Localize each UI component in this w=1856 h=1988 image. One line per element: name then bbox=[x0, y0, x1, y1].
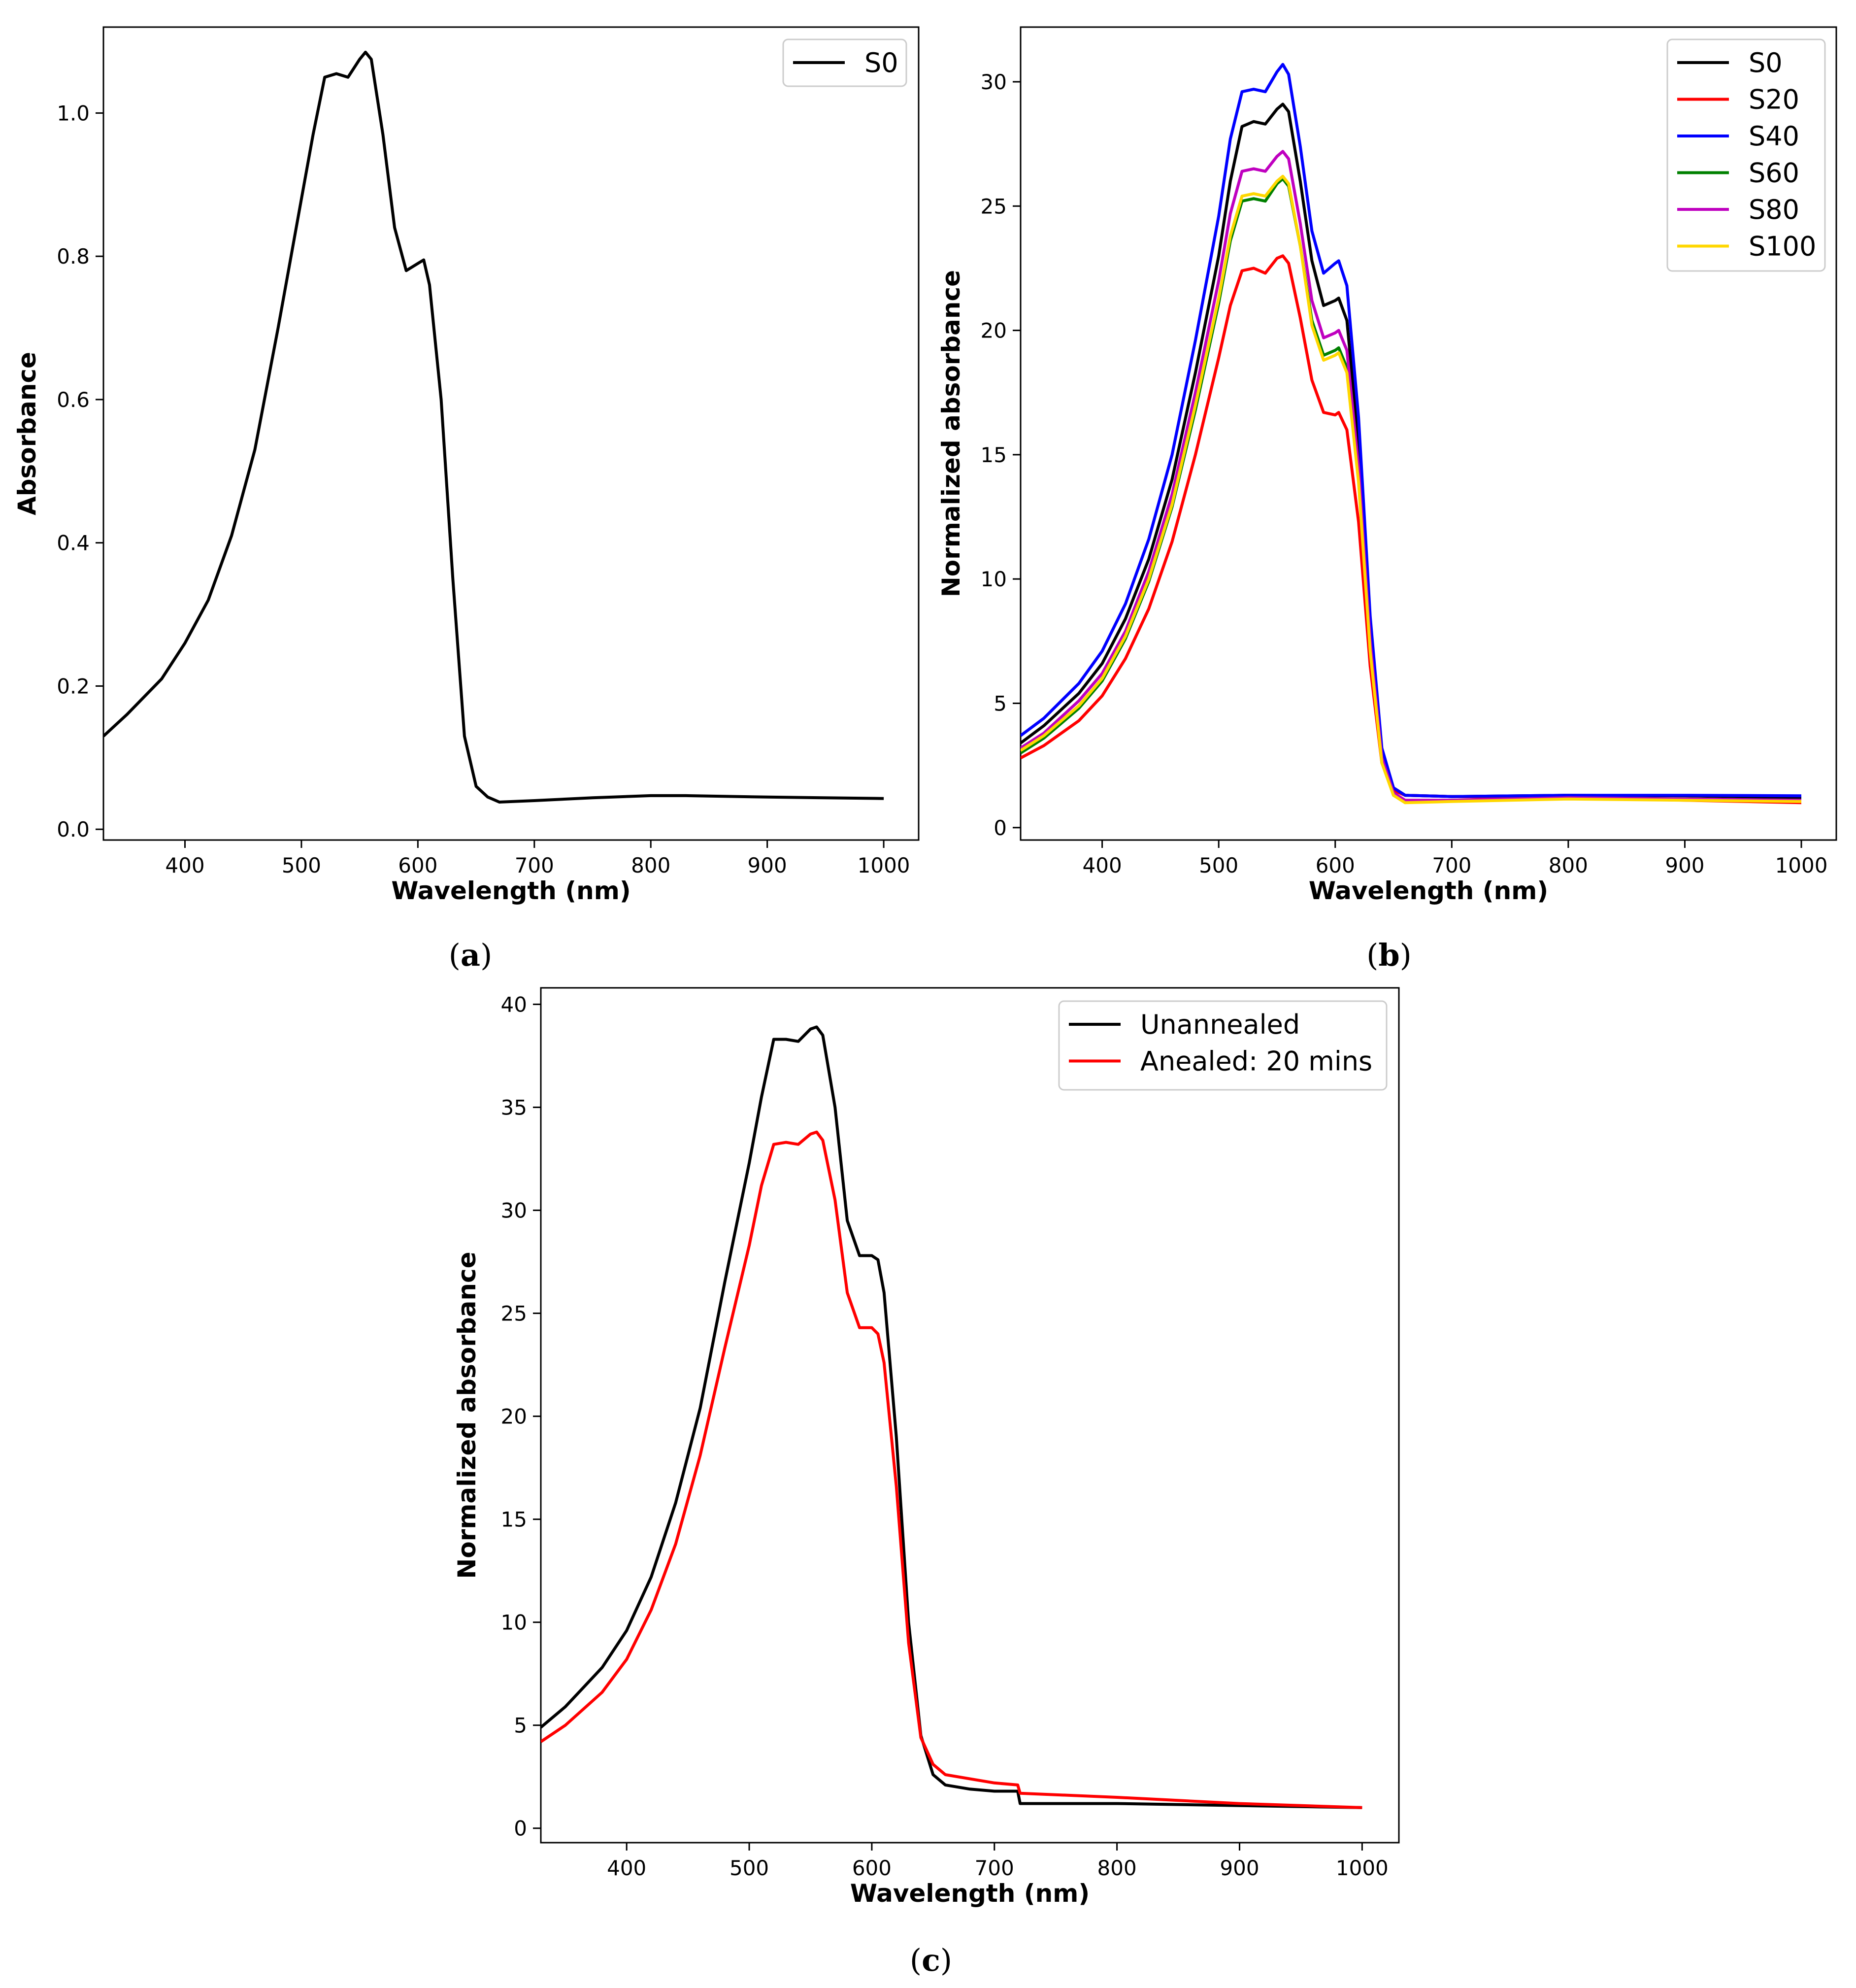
series-line-s0 bbox=[103, 50, 884, 804]
legend-label-s40: S40 bbox=[1749, 121, 1799, 152]
x-tick-label: 500 bbox=[282, 853, 321, 877]
x-tick-label: 1000 bbox=[858, 853, 910, 877]
legend-label-s0: S0 bbox=[864, 47, 898, 78]
x-axis-label: Wavelength (nm) bbox=[391, 876, 630, 905]
y-tick-label: 1.0 bbox=[57, 101, 90, 125]
x-tick-label: 400 bbox=[607, 1856, 646, 1880]
x-tick-label: 800 bbox=[631, 853, 670, 877]
series-line-s100 bbox=[1021, 174, 1802, 805]
y-tick-label: 0.0 bbox=[57, 817, 90, 842]
y-tick-label: 10 bbox=[501, 1611, 527, 1635]
series-line-anealed-20-mins bbox=[541, 1130, 1362, 1809]
panel-a-chart: 400 500 600 700 800 900 1000 0.0 0.2 0.4 0.6 0.8 1.0… bbox=[13, 26, 920, 973]
y-tick-label: 20 bbox=[501, 1405, 527, 1429]
y-tick-label: 25 bbox=[501, 1302, 527, 1326]
legend-label-s60: S60 bbox=[1749, 158, 1799, 189]
panel-caption: (a) bbox=[449, 937, 493, 973]
series-line-s40 bbox=[1021, 63, 1802, 798]
panel-caption: (c) bbox=[910, 1942, 952, 1978]
y-axis-label: Absorbance bbox=[13, 352, 41, 515]
x-tick-label: 700 bbox=[515, 853, 554, 877]
y-tick-label: 0.4 bbox=[57, 531, 90, 555]
y-tick-label: 15 bbox=[981, 443, 1007, 467]
x-tick-label: 800 bbox=[1097, 1856, 1137, 1880]
x-tick-label: 400 bbox=[165, 853, 204, 877]
y-tick-label: 5 bbox=[994, 691, 1007, 715]
x-tick-label: 400 bbox=[1083, 853, 1122, 877]
legend-label-anealed-20-mins: Anealed: 20 mins bbox=[1140, 1046, 1372, 1077]
x-tick-label: 1000 bbox=[1336, 1856, 1389, 1880]
x-tick-label: 500 bbox=[1199, 853, 1238, 877]
legend-label-s80: S80 bbox=[1749, 194, 1799, 225]
y-tick-label: 0.2 bbox=[57, 674, 90, 698]
x-axis-label: Wavelength (nm) bbox=[850, 1879, 1090, 1908]
y-tick-label: 0.8 bbox=[57, 244, 90, 269]
y-axis-label: Normalized absorbance bbox=[453, 1251, 481, 1579]
y-tick-label: 0.6 bbox=[57, 388, 90, 412]
y-tick-label: 10 bbox=[981, 567, 1007, 591]
legend-box bbox=[1058, 1000, 1388, 1091]
x-tick-label: 900 bbox=[1220, 1856, 1259, 1880]
panel-caption: (b) bbox=[1366, 937, 1412, 973]
x-tick-label: 500 bbox=[729, 1856, 769, 1880]
plot-area-frame bbox=[540, 987, 1400, 1844]
y-tick-label: 30 bbox=[981, 70, 1007, 94]
x-tick-label: 900 bbox=[748, 853, 787, 877]
x-tick-label: 1000 bbox=[1775, 853, 1828, 877]
legend-label-unannealed: Unannealed bbox=[1140, 1009, 1300, 1040]
y-tick-label: 5 bbox=[514, 1714, 527, 1738]
y-tick-label: 25 bbox=[981, 194, 1007, 218]
legend-label-s0: S0 bbox=[1749, 47, 1783, 78]
series-line-unannealed bbox=[541, 1025, 1362, 1809]
y-tick-label: 0 bbox=[514, 1817, 527, 1841]
panel-c-chart: 400 500 600 700 800 900 1000 0 5 10 15 20 25 30 35 40 Wa… bbox=[453, 987, 1400, 1978]
x-tick-label: 700 bbox=[1432, 853, 1471, 877]
legend: Unannealed Anealed: 20 mins bbox=[1058, 1000, 1388, 1091]
x-tick-label: 800 bbox=[1549, 853, 1588, 877]
legend-label-s20: S20 bbox=[1749, 84, 1799, 115]
x-tick-label: 900 bbox=[1665, 853, 1704, 877]
plot-area-frame bbox=[1020, 26, 1837, 841]
y-tick-label: 30 bbox=[501, 1199, 527, 1223]
x-axis-label: Wavelength (nm) bbox=[1309, 876, 1548, 905]
legend-box bbox=[1666, 38, 1826, 272]
legend-label-s100: S100 bbox=[1749, 231, 1816, 262]
plot-area-frame bbox=[102, 26, 920, 841]
x-tick-label: 600 bbox=[398, 853, 437, 877]
panel-b-chart: 400 500 600 700 800 900 1000 0 5 10 15 20 25 30 Wavele… bbox=[937, 26, 1837, 973]
y-tick-label: 40 bbox=[501, 992, 527, 1016]
x-tick-label: 600 bbox=[1316, 853, 1355, 877]
y-axis-label: Normalized absorbance bbox=[937, 270, 965, 597]
legend: S0 S20 S40 S60 S80 S100 bbox=[1666, 38, 1826, 272]
y-tick-label: 0 bbox=[994, 816, 1007, 840]
y-tick-label: 20 bbox=[981, 319, 1007, 343]
x-tick-label: 600 bbox=[852, 1856, 892, 1880]
y-tick-label: 35 bbox=[501, 1095, 527, 1119]
y-tick-label: 15 bbox=[501, 1508, 527, 1532]
legend: S0 bbox=[782, 38, 907, 87]
x-tick-label: 700 bbox=[975, 1856, 1014, 1880]
